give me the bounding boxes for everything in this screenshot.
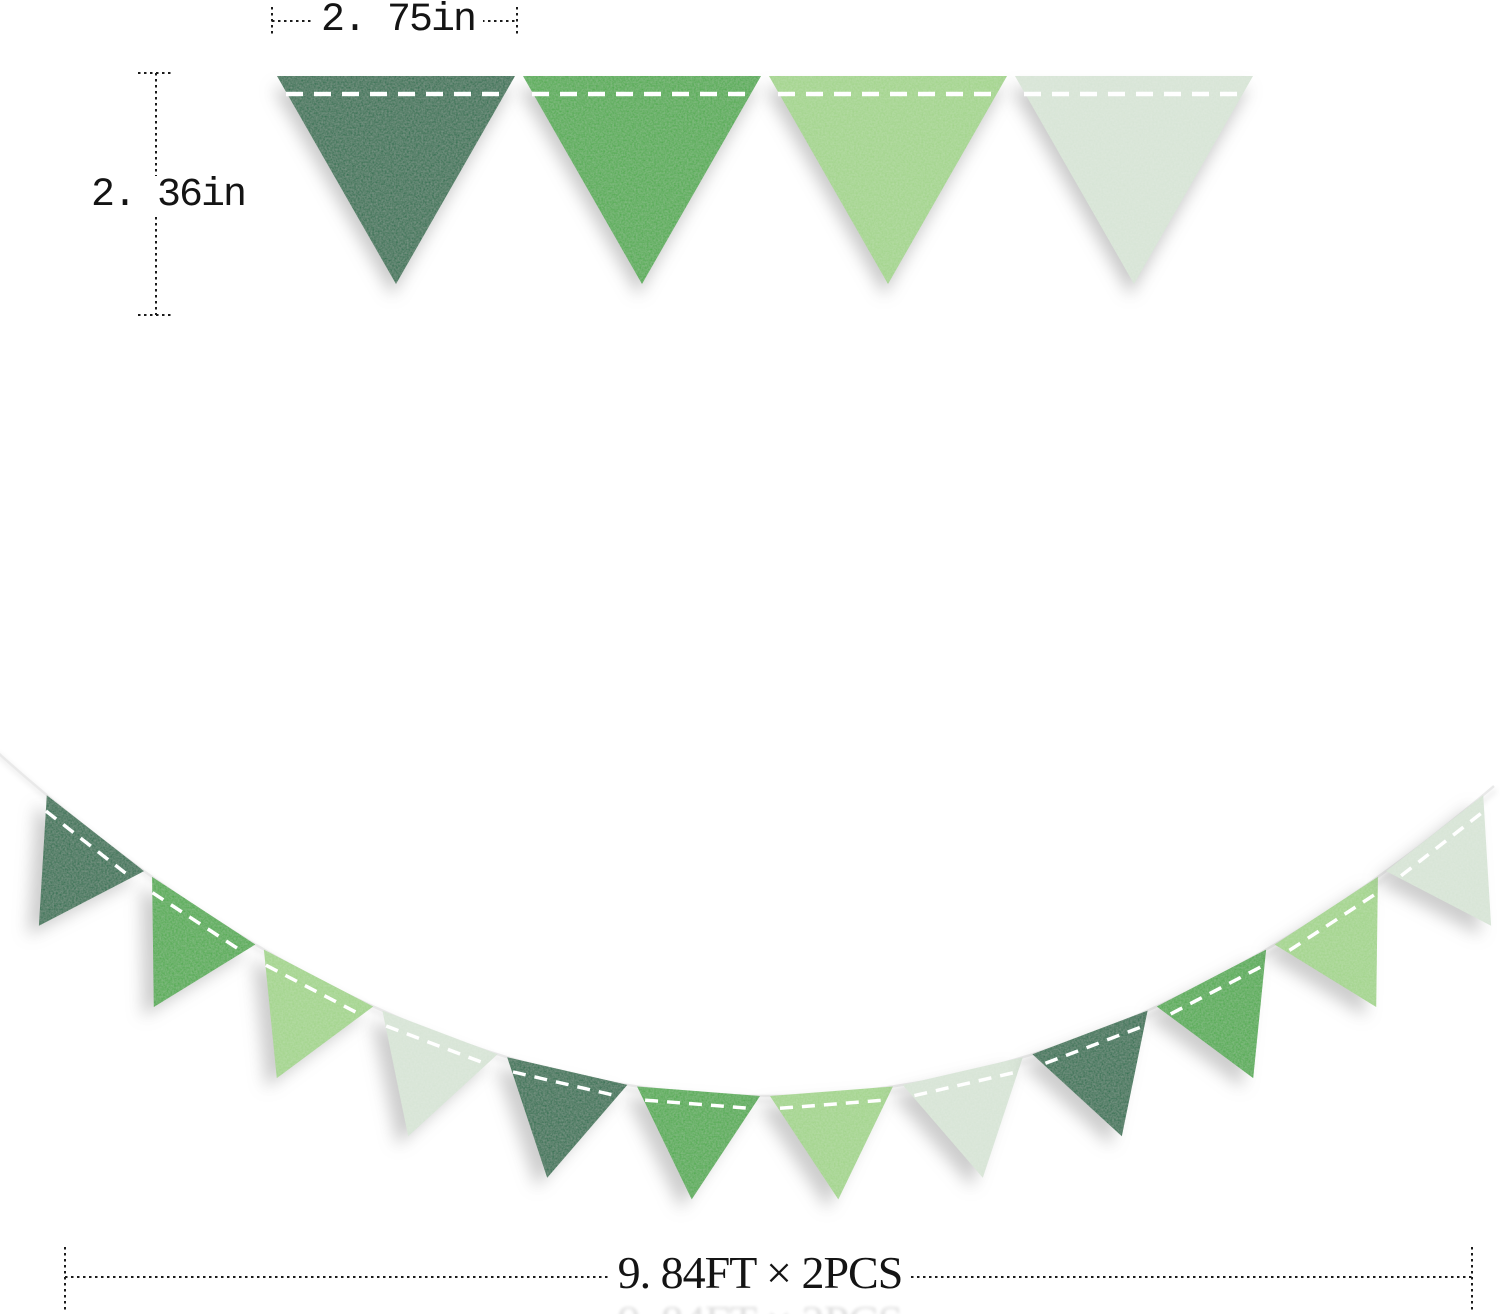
pennant-flag-green xyxy=(151,876,256,1007)
stitch-line xyxy=(1169,963,1265,1016)
pennant-flag-dark-green xyxy=(507,1057,628,1178)
flag-shape xyxy=(152,876,256,1007)
stitch-line xyxy=(1044,1024,1145,1065)
garland-length-ghost-reflection: 9. 84FT × 2PCS xyxy=(618,1299,904,1314)
pennant-flag-green xyxy=(637,1086,760,1200)
flag-shape xyxy=(1386,795,1492,926)
flag-shape xyxy=(382,1010,498,1137)
garland-length-measurement-label: 9. 84FT × 2PCS xyxy=(609,1250,911,1296)
stitch-line xyxy=(265,963,361,1016)
sample-flag-light-green xyxy=(769,76,1007,284)
pennant-flag-light-green xyxy=(1274,876,1379,1007)
flag-shape xyxy=(637,1086,760,1200)
stitch-line xyxy=(644,1098,751,1111)
flag-shape xyxy=(38,795,144,926)
flag-shape xyxy=(523,76,761,284)
pennant-flag-pale-green xyxy=(902,1057,1023,1178)
flag-shape xyxy=(1156,949,1267,1079)
flag-shape xyxy=(770,1086,893,1200)
flag-width-measurement-label: 2. 75in xyxy=(312,1,484,41)
dimension-lines xyxy=(64,7,1473,1311)
pennant-flag-light-green xyxy=(263,949,374,1079)
flag-shape xyxy=(277,76,515,284)
stitch-line xyxy=(44,809,130,878)
garland-flags xyxy=(38,795,1492,1200)
stitch-line xyxy=(914,1070,1018,1098)
flag-shape xyxy=(769,76,1007,284)
flag-shape xyxy=(507,1057,628,1178)
string-line xyxy=(0,752,1495,1098)
pennant-flag-dark-green xyxy=(1032,1010,1148,1137)
flag-height-measurement-label: 2. 36in xyxy=(82,176,254,216)
flag-shape xyxy=(1015,76,1253,284)
sample-flag-green xyxy=(523,76,761,284)
pennant-flag-pale-green xyxy=(1386,795,1492,926)
stitch-line xyxy=(1400,809,1486,878)
stitch-line xyxy=(779,1098,886,1111)
stitch-line xyxy=(1288,891,1379,952)
stitch-line xyxy=(385,1024,486,1065)
flag-shape xyxy=(902,1057,1023,1178)
pennant-flag-light-green xyxy=(770,1086,893,1200)
top-row-flags xyxy=(277,76,1253,284)
stitch-line xyxy=(512,1070,616,1098)
stitch-line xyxy=(151,891,242,952)
sample-flag-dark-green xyxy=(277,76,515,284)
garland-string xyxy=(0,752,1495,1098)
flag-shape xyxy=(1032,1010,1148,1137)
pennant-flag-pale-green xyxy=(382,1010,498,1137)
flag-shape xyxy=(263,949,374,1079)
sample-flag-pale-green xyxy=(1015,76,1253,284)
flag-shape xyxy=(1274,876,1378,1007)
pennant-flag-green xyxy=(1156,949,1267,1079)
pennant-flag-dark-green xyxy=(38,795,144,926)
